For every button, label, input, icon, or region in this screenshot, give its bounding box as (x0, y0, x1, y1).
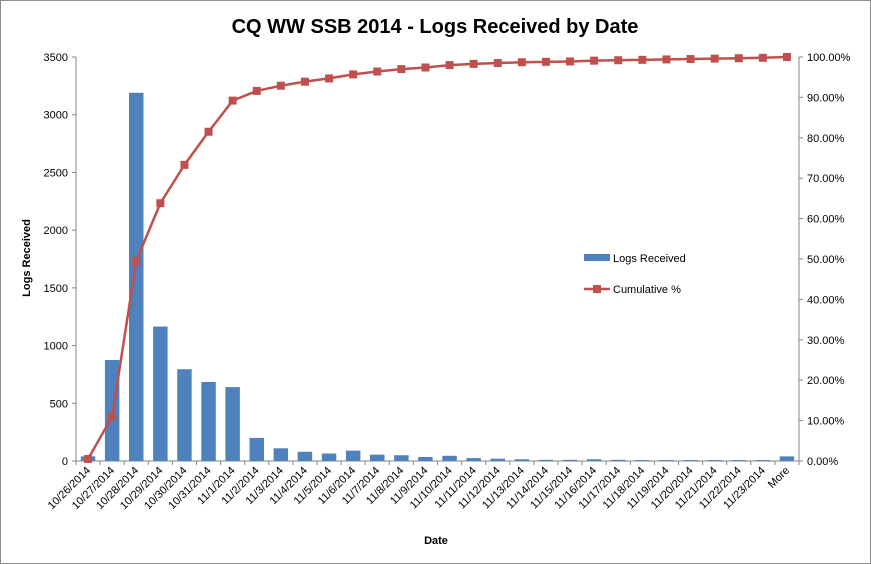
cumulative-point (156, 199, 165, 208)
bar (611, 459, 626, 461)
cumulative-point (445, 61, 454, 70)
y2-tick-label: 90.00% (807, 92, 845, 104)
y-tick-label: 2500 (44, 167, 68, 179)
y-tick-label: 0 (62, 456, 68, 468)
bar (514, 459, 530, 461)
cumulative-line (86, 55, 787, 460)
y2-tick-label: 100.00% (807, 52, 851, 64)
bar (659, 460, 674, 461)
y-tick-label: 3000 (44, 110, 68, 122)
bar (466, 458, 481, 461)
cumulative-point (493, 59, 502, 68)
cumulative-point (590, 56, 599, 65)
bar (177, 369, 192, 461)
bar (635, 460, 650, 461)
cumulative-point (84, 454, 93, 463)
bar (370, 454, 385, 461)
y2-tick-label: 70.00% (807, 173, 845, 185)
cumulative-point (421, 63, 430, 72)
cumulative-point (204, 127, 213, 136)
bar (321, 453, 337, 461)
cumulative-point (638, 55, 647, 64)
plot-area: 0 500 1000 1500 2000 2500 3000 3500 0.00% 10.00% 2… (44, 52, 851, 512)
y-tick-label: 2000 (44, 225, 68, 237)
bar (153, 326, 168, 461)
bar (683, 460, 698, 461)
bar (394, 455, 409, 461)
bar (707, 460, 722, 461)
cumulative-point (252, 86, 261, 95)
cumulative-point (373, 67, 382, 76)
bar (731, 460, 746, 461)
cumulative-point (662, 55, 671, 64)
legend: Logs Received Cumulative % (584, 253, 686, 296)
legend-label-cumulative: Cumulative % (613, 284, 681, 296)
legend-marker-cumulative (593, 285, 601, 293)
bar (273, 448, 289, 461)
cumulative-point (349, 70, 358, 79)
cumulative-point (300, 77, 309, 86)
y-axis-title: Logs Received (21, 219, 33, 297)
cumulative-point (782, 53, 791, 61)
bar (345, 450, 361, 461)
cumulative-point (132, 257, 141, 266)
cumulative-point (517, 58, 526, 67)
y2-tick-label: 80.00% (807, 133, 845, 145)
bar (490, 458, 505, 461)
y2-tick-label: 30.00% (807, 335, 845, 347)
y-tick-label: 1500 (44, 283, 68, 295)
bar (418, 456, 433, 461)
bar (201, 381, 216, 461)
y-tick-label: 500 (50, 398, 68, 410)
bar (562, 459, 578, 461)
cumulative-point (276, 81, 285, 90)
bar (538, 459, 554, 461)
cumulative-point (710, 54, 719, 63)
bar (129, 92, 144, 461)
bar (442, 455, 457, 461)
y-tick-label: 3500 (44, 52, 68, 64)
cumulative-point (325, 74, 334, 83)
x-tick-label: More (766, 465, 792, 491)
y2-tick-label: 50.00% (807, 254, 845, 266)
bar (225, 387, 240, 461)
cumulative-point (734, 54, 743, 63)
cumulative-point (228, 96, 237, 105)
cumulative-point (566, 57, 575, 66)
bar (297, 451, 313, 461)
cumulative-point (469, 59, 478, 68)
x-axis-title: Date (424, 535, 448, 547)
cumulative-point (758, 53, 767, 62)
legend-label-logs: Logs Received (613, 253, 686, 265)
bar (586, 459, 602, 461)
y2-tick-label: 20.00% (807, 375, 845, 387)
y2-tick-label: 0.00% (807, 456, 838, 468)
cumulative-point (614, 56, 623, 65)
legend-swatch-logs (584, 254, 610, 261)
y-tick-label: 1000 (44, 341, 68, 353)
y2-tick-label: 60.00% (807, 214, 845, 226)
y2-tick-label: 10.00% (807, 416, 845, 428)
cumulative-point (108, 412, 117, 421)
bar (779, 456, 795, 461)
cumulative-point (397, 65, 406, 74)
bar (249, 437, 264, 461)
cumulative-point (541, 57, 550, 66)
y2-tick-label: 40.00% (807, 294, 845, 306)
cumulative-point (686, 55, 695, 64)
bar (755, 460, 771, 461)
chart-title: CQ WW SSB 2014 - Logs Received by Date (232, 16, 639, 38)
cumulative-point (180, 160, 189, 169)
